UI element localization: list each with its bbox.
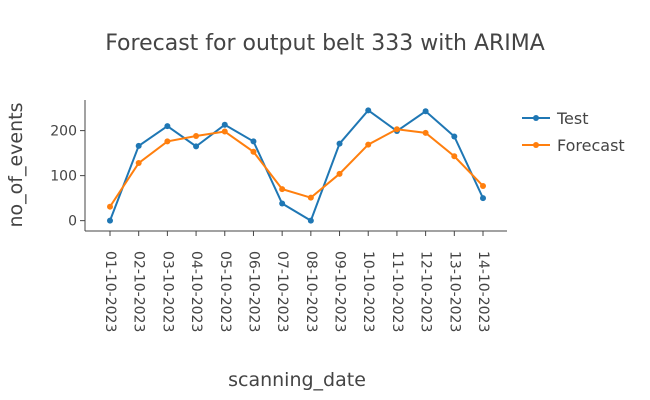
data-point-test [307,217,314,224]
data-point-forecast [422,129,429,136]
data-point-forecast [135,160,142,167]
data-point-test [480,195,486,202]
x-tick-label: 05-10-2023 [217,251,233,332]
data-point-test [336,140,343,147]
data-point-forecast [107,203,113,210]
data-point-forecast [451,153,458,160]
axes [80,100,507,236]
data-point-test [107,217,113,224]
y-tick-label: 200 [50,124,77,140]
series-group [107,107,486,224]
data-point-forecast [365,141,372,148]
data-point-forecast [279,186,286,193]
legend[interactable]: Test Forecast [522,109,625,155]
data-point-forecast [393,126,400,133]
data-point-test [365,107,372,114]
x-tick-label: 04-10-2023 [188,251,204,332]
data-point-test [422,108,429,115]
data-point-test [250,138,257,145]
data-point-forecast [193,133,200,140]
x-tick-label: 09-10-2023 [332,251,348,332]
data-point-test [221,121,228,128]
x-tick-label: 08-10-2023 [303,251,319,332]
legend-label-test: Test [556,109,589,128]
data-point-forecast [480,182,486,189]
x-tick-label: 03-10-2023 [159,251,175,332]
x-tick-label: 07-10-2023 [274,251,290,332]
chart-title: Forecast for output belt 333 with ARIMA [105,31,545,56]
data-point-forecast [336,170,343,177]
x-axis-title: scanning_date [228,369,366,391]
data-point-forecast [307,194,314,201]
data-point-forecast [164,138,171,145]
data-point-test [451,133,458,140]
data-point-test [135,142,142,149]
x-tick-label: 01-10-2023 [102,251,118,332]
data-point-test [193,143,200,150]
y-axis-title: no_of_events [5,103,27,228]
x-tick-label: 14-10-2023 [475,251,491,332]
x-tick-label: 12-10-2023 [418,251,434,332]
data-point-forecast [221,128,228,135]
legend-marker-test [533,115,539,121]
data-point-forecast [250,148,257,155]
series-line-test [109,109,484,223]
tick-labels: 0 100 200 01-10-2023 02-10-2023 03-10-2023 04-… [50,124,491,333]
x-tick-label: 02-10-2023 [131,251,147,332]
x-tick-label: 13-10-2023 [446,251,462,332]
x-tick-label: 06-10-2023 [245,251,261,332]
legend-label-forecast: Forecast [557,136,625,155]
data-point-test [164,123,171,130]
y-tick-label: 100 [50,169,77,185]
x-tick-label: 10-10-2023 [360,251,376,332]
data-point-test [279,200,286,207]
series-line-forecast [109,128,484,208]
legend-marker-forecast [533,142,539,148]
y-tick-label: 0 [68,214,77,230]
x-tick-label: 11-10-2023 [389,251,405,332]
